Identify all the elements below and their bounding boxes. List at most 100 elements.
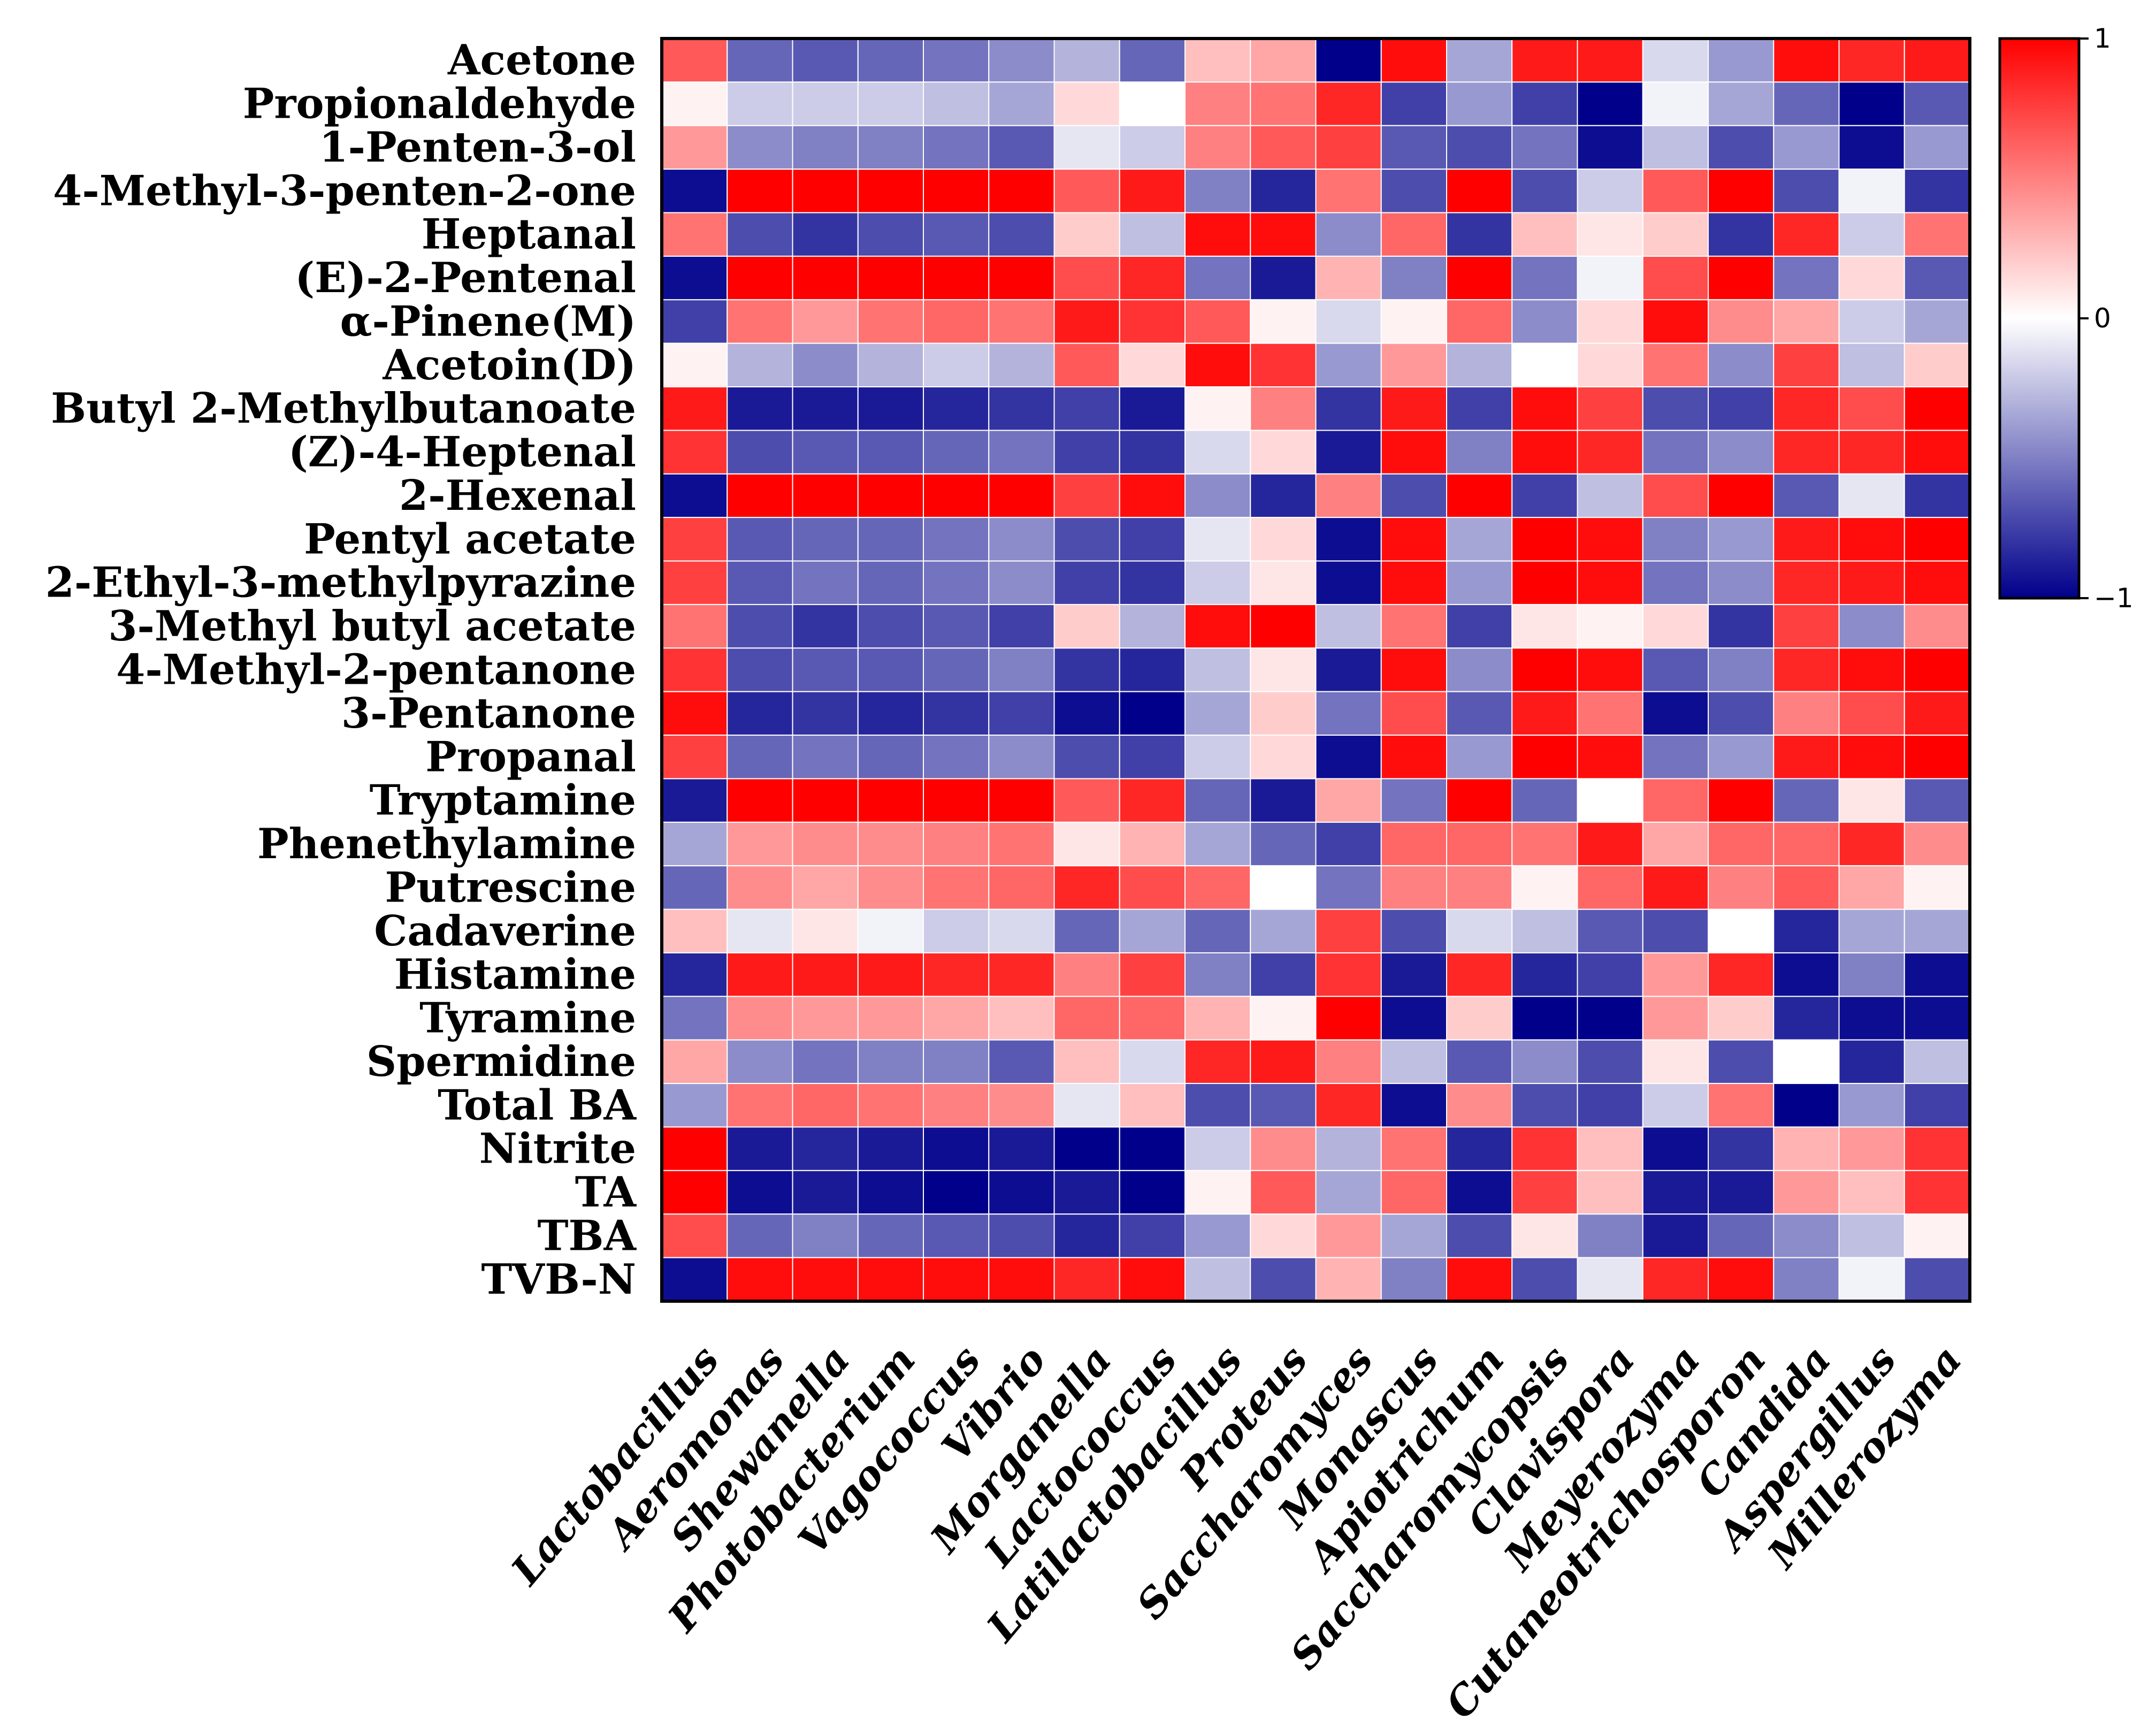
heatmap-cell-pinene-m-clavispora [1577, 299, 1643, 344]
heatmap-cell-total-ba-monascus [1380, 1083, 1447, 1128]
heatmap-cell-2-hexenal-photobacterium [857, 473, 924, 518]
heatmap-cell-4-methyl-3-penten-2-one-morganella [1053, 169, 1120, 213]
heatmap-cell-tyramine-cutaneotrichosporon [1708, 996, 1775, 1041]
heatmap-cell-propionaldehyde-lactococcus [1119, 81, 1186, 126]
heatmap-cell-acetoin-d-aspergillus [1838, 342, 1905, 388]
heatmap-cell-3-methyl-butyl-acetate-vibrio [988, 604, 1055, 649]
heatmap-cell-propionaldehyde-proteus [1250, 81, 1317, 126]
heatmap-cell-nitrite-aspergillus [1838, 1126, 1905, 1171]
heatmap-cell-tryptamine-saccharomycopsis [1511, 778, 1578, 823]
heatmap-cell-propionaldehyde-meyerozyma [1642, 81, 1709, 126]
heatmap-cell-4-methyl-3-penten-2-one-vibrio [988, 169, 1055, 213]
heatmap-cell-phenethylamine-saccharomycopsis [1511, 821, 1578, 867]
heatmap-cell-heptanal-candida [1773, 212, 1840, 257]
heatmap-cell-cadaverine-millerozyma [1903, 908, 1970, 953]
heatmap-cell-nitrite-monascus [1380, 1126, 1447, 1171]
heatmap-cell-3-pentanone-monascus [1380, 691, 1447, 736]
heatmap-cell-butyl-2-methylbutanoate-aspergillus [1838, 386, 1905, 431]
heatmap-cell-heptanal-morganella [1053, 212, 1120, 257]
heatmap-cell-acetoin-d-millerozyma [1903, 342, 1970, 388]
heatmap-cell-3-pentanone-photobacterium [857, 691, 924, 736]
heatmap-cell-e-2-pentenal-shewanella [792, 255, 859, 301]
heatmap-cell-cadaverine-apiotrichum [1446, 908, 1513, 953]
heatmap-cell-putrescine-monascus [1380, 865, 1447, 910]
heatmap-cell-acetone-saccharomyces [1315, 38, 1382, 83]
heatmap-cell-1-penten-3-ol-saccharomycopsis [1511, 125, 1578, 170]
heatmap-cell-2-ethyl-3-methylpyrazine-saccharomycopsis [1511, 560, 1578, 605]
heatmap-cell-spermidine-saccharomyces [1315, 1039, 1382, 1084]
heatmap-cell-heptanal-saccharomyces [1315, 212, 1382, 257]
heatmap-cell-3-methyl-butyl-acetate-saccharomyces [1315, 604, 1382, 649]
heatmap-cells [661, 38, 1970, 1302]
heatmap-cell-4-methyl-3-penten-2-one-proteus [1250, 169, 1317, 213]
heatmap-cell-e-2-pentenal-apiotrichum [1446, 255, 1513, 301]
heatmap-cell-cadaverine-cutaneotrichosporon [1708, 908, 1775, 953]
heatmap-cell-tba-candida [1773, 1213, 1840, 1258]
heatmap-cell-propanal-lactococcus [1119, 735, 1186, 780]
heatmap-cell-acetone-proteus [1250, 38, 1317, 83]
heatmap-cell-tyramine-photobacterium [857, 996, 924, 1041]
heatmap-cell-4-methyl-2-pentanone-cutaneotrichosporon [1708, 647, 1775, 692]
heatmap-cell-tryptamine-photobacterium [857, 778, 924, 823]
heatmap-cell-2-hexenal-aeromonas [727, 473, 793, 518]
heatmap-cell-tvb-n-meyerozyma [1642, 1257, 1709, 1302]
heatmap-cell-3-pentanone-latilactobacillus [1184, 691, 1251, 736]
heatmap-cell-acetone-lactococcus [1119, 38, 1186, 83]
heatmap-cell-tba-monascus [1380, 1213, 1447, 1258]
heatmap-cell-e-2-pentenal-saccharomycopsis [1511, 255, 1578, 301]
heatmap-cell-ta-meyerozyma [1642, 1170, 1709, 1215]
heatmap-cell-phenethylamine-candida [1773, 821, 1840, 867]
heatmap-cell-4-methyl-2-pentanone-clavispora [1577, 647, 1643, 692]
heatmap-cell-cadaverine-monascus [1380, 908, 1447, 953]
heatmap-cell-putrescine-photobacterium [857, 865, 924, 910]
heatmap-cell-spermidine-monascus [1380, 1039, 1447, 1084]
heatmap-cell-phenethylamine-vibrio [988, 821, 1055, 867]
heatmap-cell-3-pentanone-morganella [1053, 691, 1120, 736]
heatmap-cell-cadaverine-proteus [1250, 908, 1317, 953]
heatmap-cell-spermidine-aspergillus [1838, 1039, 1905, 1084]
heatmap-cell-2-ethyl-3-methylpyrazine-vagococcus [923, 560, 990, 605]
heatmap-cell-tryptamine-aeromonas [727, 778, 793, 823]
heatmap-cell-phenethylamine-aspergillus [1838, 821, 1905, 867]
heatmap-cell-z-4-heptenal-vagococcus [923, 430, 990, 475]
heatmap-cell-cadaverine-photobacterium [857, 908, 924, 953]
heatmap-cell-pinene-m-shewanella [792, 299, 859, 344]
heatmap-cell-acetoin-d-lactococcus [1119, 342, 1186, 388]
heatmap-cell-tyramine-vibrio [988, 996, 1055, 1041]
heatmap-cell-acetoin-d-vibrio [988, 342, 1055, 388]
heatmap-cell-ta-vibrio [988, 1170, 1055, 1215]
heatmap-cell-z-4-heptenal-saccharomycopsis [1511, 430, 1578, 475]
heatmap-cell-tvb-n-millerozyma [1903, 1257, 1970, 1302]
heatmap-cell-acetoin-d-vagococcus [923, 342, 990, 388]
heatmap-cell-ta-cutaneotrichosporon [1708, 1170, 1775, 1215]
heatmap-cell-pentyl-acetate-latilactobacillus [1184, 517, 1251, 562]
heatmap-cell-4-methyl-3-penten-2-one-latilactobacillus [1184, 169, 1251, 213]
heatmap-cell-3-methyl-butyl-acetate-lactococcus [1119, 604, 1186, 649]
heatmap-cell-butyl-2-methylbutanoate-shewanella [792, 386, 859, 431]
heatmap-cell-tba-shewanella [792, 1213, 859, 1258]
heatmap-cell-histamine-meyerozyma [1642, 952, 1709, 997]
heatmap-cell-3-methyl-butyl-acetate-apiotrichum [1446, 604, 1513, 649]
heatmap-cell-spermidine-morganella [1053, 1039, 1120, 1084]
heatmap-cell-tryptamine-lactobacillus [661, 778, 728, 823]
heatmap-cell-2-ethyl-3-methylpyrazine-shewanella [792, 560, 859, 605]
heatmap-cell-pentyl-acetate-saccharomyces [1315, 517, 1382, 562]
row-label-tryptamine: Tryptamine [370, 776, 636, 825]
heatmap-cell-4-methyl-2-pentanone-saccharomyces [1315, 647, 1382, 692]
heatmap-cell-4-methyl-2-pentanone-apiotrichum [1446, 647, 1513, 692]
heatmap-cell-ta-vagococcus [923, 1170, 990, 1215]
heatmap-cell-tryptamine-clavispora [1577, 778, 1643, 823]
heatmap-cell-pentyl-acetate-morganella [1053, 517, 1120, 562]
heatmap-cell-4-methyl-3-penten-2-one-saccharomyces [1315, 169, 1382, 213]
heatmap-cell-z-4-heptenal-candida [1773, 430, 1840, 475]
heatmap-cell-acetone-candida [1773, 38, 1840, 83]
heatmap-cell-putrescine-lactococcus [1119, 865, 1186, 910]
heatmap-cell-z-4-heptenal-apiotrichum [1446, 430, 1513, 475]
heatmap-cell-2-hexenal-apiotrichum [1446, 473, 1513, 518]
heatmap-cell-butyl-2-methylbutanoate-vibrio [988, 386, 1055, 431]
heatmap-cell-3-pentanone-lactococcus [1119, 691, 1186, 736]
heatmap-cell-3-methyl-butyl-acetate-vagococcus [923, 604, 990, 649]
heatmap-cell-propanal-latilactobacillus [1184, 735, 1251, 780]
row-labels: AcetonePropionaldehyde1-Penten-3-ol4-Met… [45, 36, 637, 1304]
heatmap-cell-acetone-millerozyma [1903, 38, 1970, 83]
